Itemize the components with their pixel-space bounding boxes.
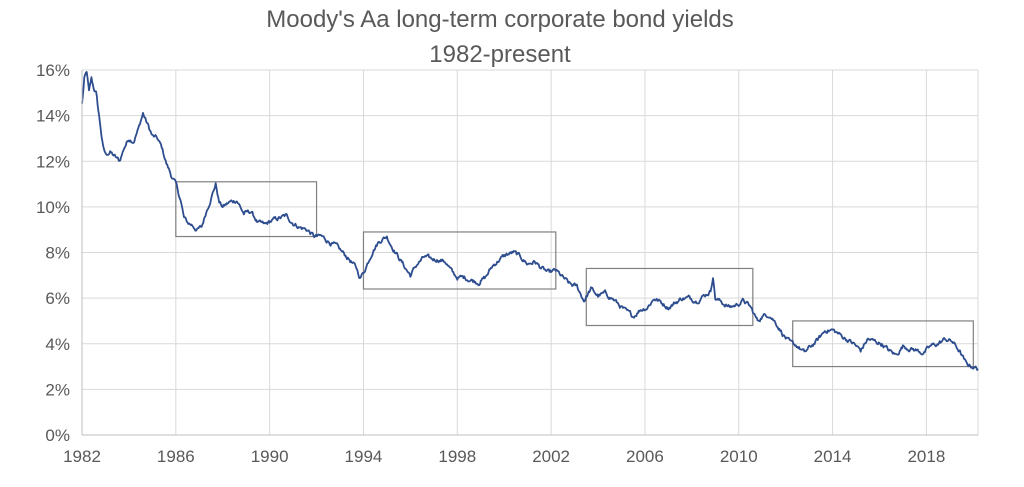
axes — [81, 70, 978, 436]
x-tick-label: 2014 — [814, 447, 852, 466]
x-tick-label: 1986 — [157, 447, 195, 466]
y-tick-label: 6% — [45, 289, 70, 308]
highlight-box — [175, 181, 318, 238]
y-tick-label: 8% — [45, 244, 70, 263]
x-tick-label: 1994 — [345, 447, 383, 466]
series-line — [81, 71, 979, 371]
x-tick-label: 2006 — [626, 447, 664, 466]
x-tick-label: 2002 — [532, 447, 570, 466]
x-tick-label: 1998 — [438, 447, 476, 466]
highlight-boxes — [175, 181, 974, 368]
y-tick-label: 14% — [36, 107, 70, 126]
y-tick-label: 0% — [45, 426, 70, 445]
chart-title-line-1: Moody's Aa long-term corporate bond yiel… — [266, 6, 734, 33]
x-tick-label: 1982 — [63, 447, 101, 466]
y-tick-label: 16% — [36, 61, 70, 80]
x-tick-labels: 1982 1986 1990 1994 1998 2002 2006 2010 2014 2018 — [63, 447, 945, 466]
highlight-box — [362, 231, 557, 290]
y-tick-label: 2% — [45, 380, 70, 399]
chart-title-line-2: 1982-present — [429, 41, 571, 68]
grid-lines — [82, 69, 979, 435]
highlight-box — [585, 267, 754, 327]
y-tick-labels: 0% 2% 4% 6% 8% 10% 12% 14% 16% — [36, 61, 70, 445]
y-tick-label: 12% — [36, 152, 70, 171]
x-tick-label: 1990 — [251, 447, 289, 466]
series-layer — [81, 71, 979, 371]
x-tick-label: 2010 — [720, 447, 758, 466]
y-tick-label: 10% — [36, 198, 70, 217]
y-tick-label: 4% — [45, 335, 70, 354]
x-tick-label: 2018 — [907, 447, 945, 466]
